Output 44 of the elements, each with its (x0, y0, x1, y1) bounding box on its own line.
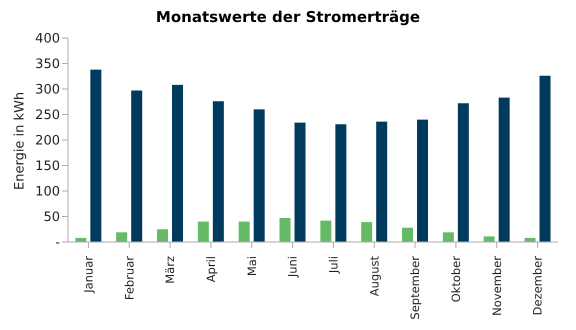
y-tick-label: 200 (35, 134, 60, 149)
bar (540, 76, 551, 242)
y-tick-label: 350 (35, 57, 60, 72)
bar (294, 122, 306, 242)
bar (172, 84, 184, 242)
bar (280, 218, 291, 242)
bar (198, 222, 209, 242)
bar (442, 232, 454, 242)
x-tick-label: September (408, 256, 422, 320)
x-tick-label: Februar (122, 256, 136, 300)
bar (361, 222, 372, 242)
bar (157, 229, 168, 242)
bar (458, 103, 469, 242)
x-tick-label: Dezember (530, 256, 545, 316)
bar (131, 90, 142, 242)
bar (90, 70, 102, 242)
bar (376, 122, 388, 242)
y-tick-label: 50 (43, 210, 60, 226)
x-tick-label: Juni (286, 256, 300, 278)
bar (417, 120, 428, 242)
bar (116, 232, 128, 242)
bar (335, 124, 346, 242)
chart-title: Monatswerte der Stromerträge (154, 8, 422, 28)
y-tick-label: - (55, 236, 60, 251)
x-tick-label: Januar (81, 256, 96, 294)
x-tick-label: November (490, 256, 504, 316)
y-tick-label: 300 (35, 82, 60, 98)
x-tick-label: Mai (244, 256, 259, 276)
y-tick-label: 100 (35, 184, 60, 200)
x-tick-label: August (367, 256, 382, 296)
y-tick-label: 150 (35, 159, 60, 174)
y-axis-title: Energie in kWh (12, 92, 28, 190)
x-tick-label: März (163, 256, 178, 284)
y-tick-label: 250 (35, 108, 60, 124)
x-tick-label: April (204, 256, 218, 282)
x-tick-label: Oktober (448, 256, 463, 302)
bar (320, 220, 332, 242)
bar (254, 109, 265, 242)
bar (498, 98, 510, 242)
x-tick-label: Juli (326, 256, 340, 274)
y-tick-label: 400 (35, 32, 60, 47)
bar (238, 222, 250, 242)
bar (402, 228, 414, 242)
bar (212, 101, 224, 242)
